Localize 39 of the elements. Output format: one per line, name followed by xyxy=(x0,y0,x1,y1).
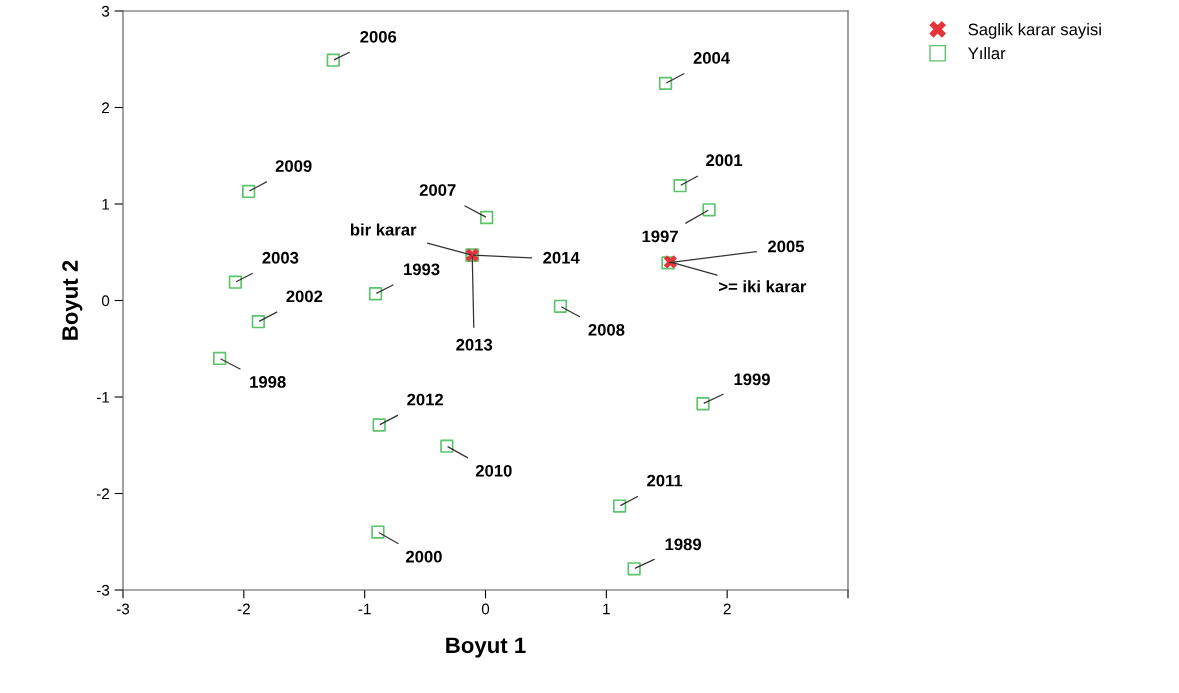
annotation: 1999 xyxy=(734,373,770,386)
annotation: 2010 xyxy=(475,464,512,477)
annotation: 1997 xyxy=(642,230,678,243)
annotation: 2011 xyxy=(647,474,683,487)
annotation: 2014 xyxy=(543,251,580,264)
y-tick-label: -2 xyxy=(96,488,110,500)
annotation: 2005 xyxy=(768,240,805,253)
y-tick-label: 0 xyxy=(101,295,110,307)
y-tick-label: 1 xyxy=(102,199,110,210)
annotation: 2008 xyxy=(588,323,625,336)
x-tick-label: 2 xyxy=(723,603,731,615)
annotation: 1993 xyxy=(404,263,440,276)
annotation: 2003 xyxy=(262,251,299,264)
legend-label: Yıllar xyxy=(968,46,1006,60)
annotation: >= iki karar xyxy=(719,280,807,293)
annotation: 1989 xyxy=(665,538,702,551)
annotation: 2001 xyxy=(706,154,743,167)
annotation: 2004 xyxy=(693,52,730,64)
y-axis-title: Boyut 2 xyxy=(62,260,83,340)
x-axis-title: Boyut 1 xyxy=(446,637,526,658)
annotation: 2006 xyxy=(360,30,397,43)
y-tick-label: 2 xyxy=(102,102,110,114)
annotation: 2012 xyxy=(407,393,444,406)
x-tick-label: 0 xyxy=(481,603,490,615)
annotation: 2000 xyxy=(406,550,442,563)
y-tick-label: -3 xyxy=(96,584,110,596)
y-tick-label: -1 xyxy=(96,392,110,403)
annotation: 2002 xyxy=(286,290,323,303)
x-tick-label: 1 xyxy=(603,603,610,615)
annotation: 2009 xyxy=(275,160,312,172)
annotation: 2007 xyxy=(419,184,456,196)
annotation: bir karar xyxy=(350,223,417,236)
x-tick-label: -3 xyxy=(116,603,130,615)
x-tick-label: -1 xyxy=(358,603,371,615)
y-tick-label: 3 xyxy=(101,5,110,17)
annotation: 1998 xyxy=(250,376,286,388)
legend-label: Saglik karar sayisi xyxy=(968,23,1101,39)
annotation: 2013 xyxy=(456,338,493,351)
x-tick-label: -2 xyxy=(237,603,250,615)
